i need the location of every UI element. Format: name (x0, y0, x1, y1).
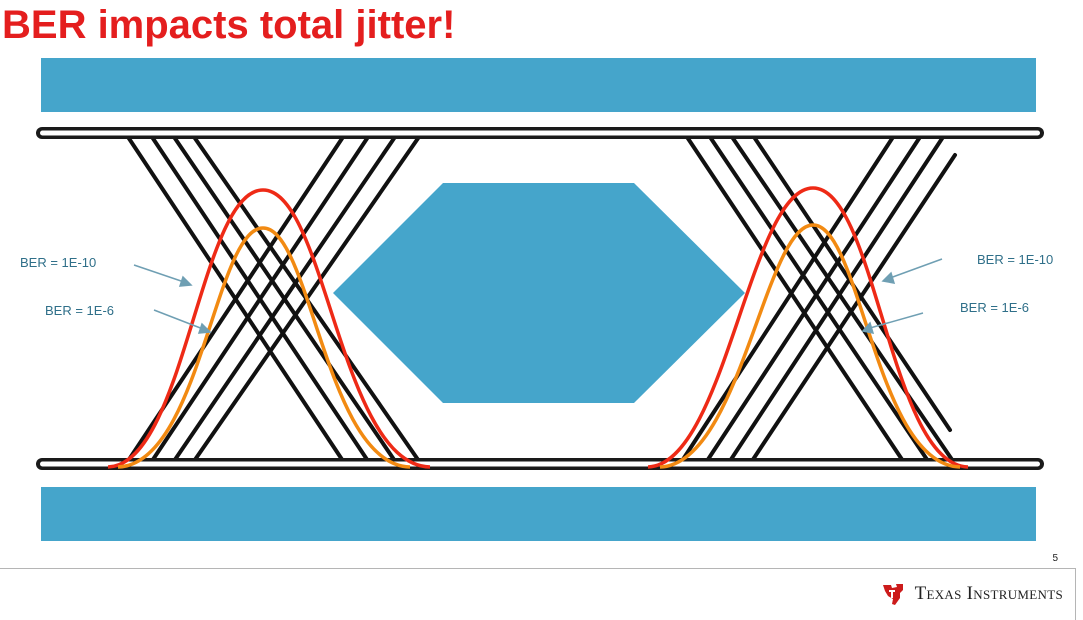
top-mask-bar (41, 58, 1036, 112)
brand-logo: Texas Instruments (881, 580, 1063, 608)
right-ber-1e-10-curve (647, 186, 969, 469)
ber-label-right-1e-6: BER = 1E-6 (960, 300, 1029, 315)
footer-divider-vertical (1075, 568, 1076, 620)
right-crossing-transitions (678, 132, 957, 466)
right-ber-1e-6-curve (659, 223, 961, 469)
footer-divider (0, 568, 1075, 569)
bottom-rail (36, 458, 1044, 470)
brand-name: Texas Instruments (914, 583, 1063, 604)
annotation-arrows (133, 258, 943, 334)
eye-diagram: BER = 1E-10 BER = 1E-6 BER = 1E-10 BER =… (20, 58, 1053, 541)
left-ber-1e-10-curve (107, 188, 431, 469)
ber-label-left-1e-6: BER = 1E-6 (45, 303, 114, 318)
bottom-mask-bar (41, 487, 1036, 541)
page-number: 5 (1052, 553, 1058, 564)
ber-label-left-1e-10: BER = 1E-10 (20, 255, 96, 270)
left-ber-1e-6-curve (117, 226, 411, 469)
top-rail (36, 127, 1044, 139)
ber-label-right-1e-10: BER = 1E-10 (977, 252, 1053, 267)
left-crossing-transitions (124, 132, 423, 466)
ti-logo-icon (882, 584, 903, 605)
slide-title: BER impacts total jitter! (2, 3, 456, 47)
eye-mask-hexagon (333, 183, 745, 403)
